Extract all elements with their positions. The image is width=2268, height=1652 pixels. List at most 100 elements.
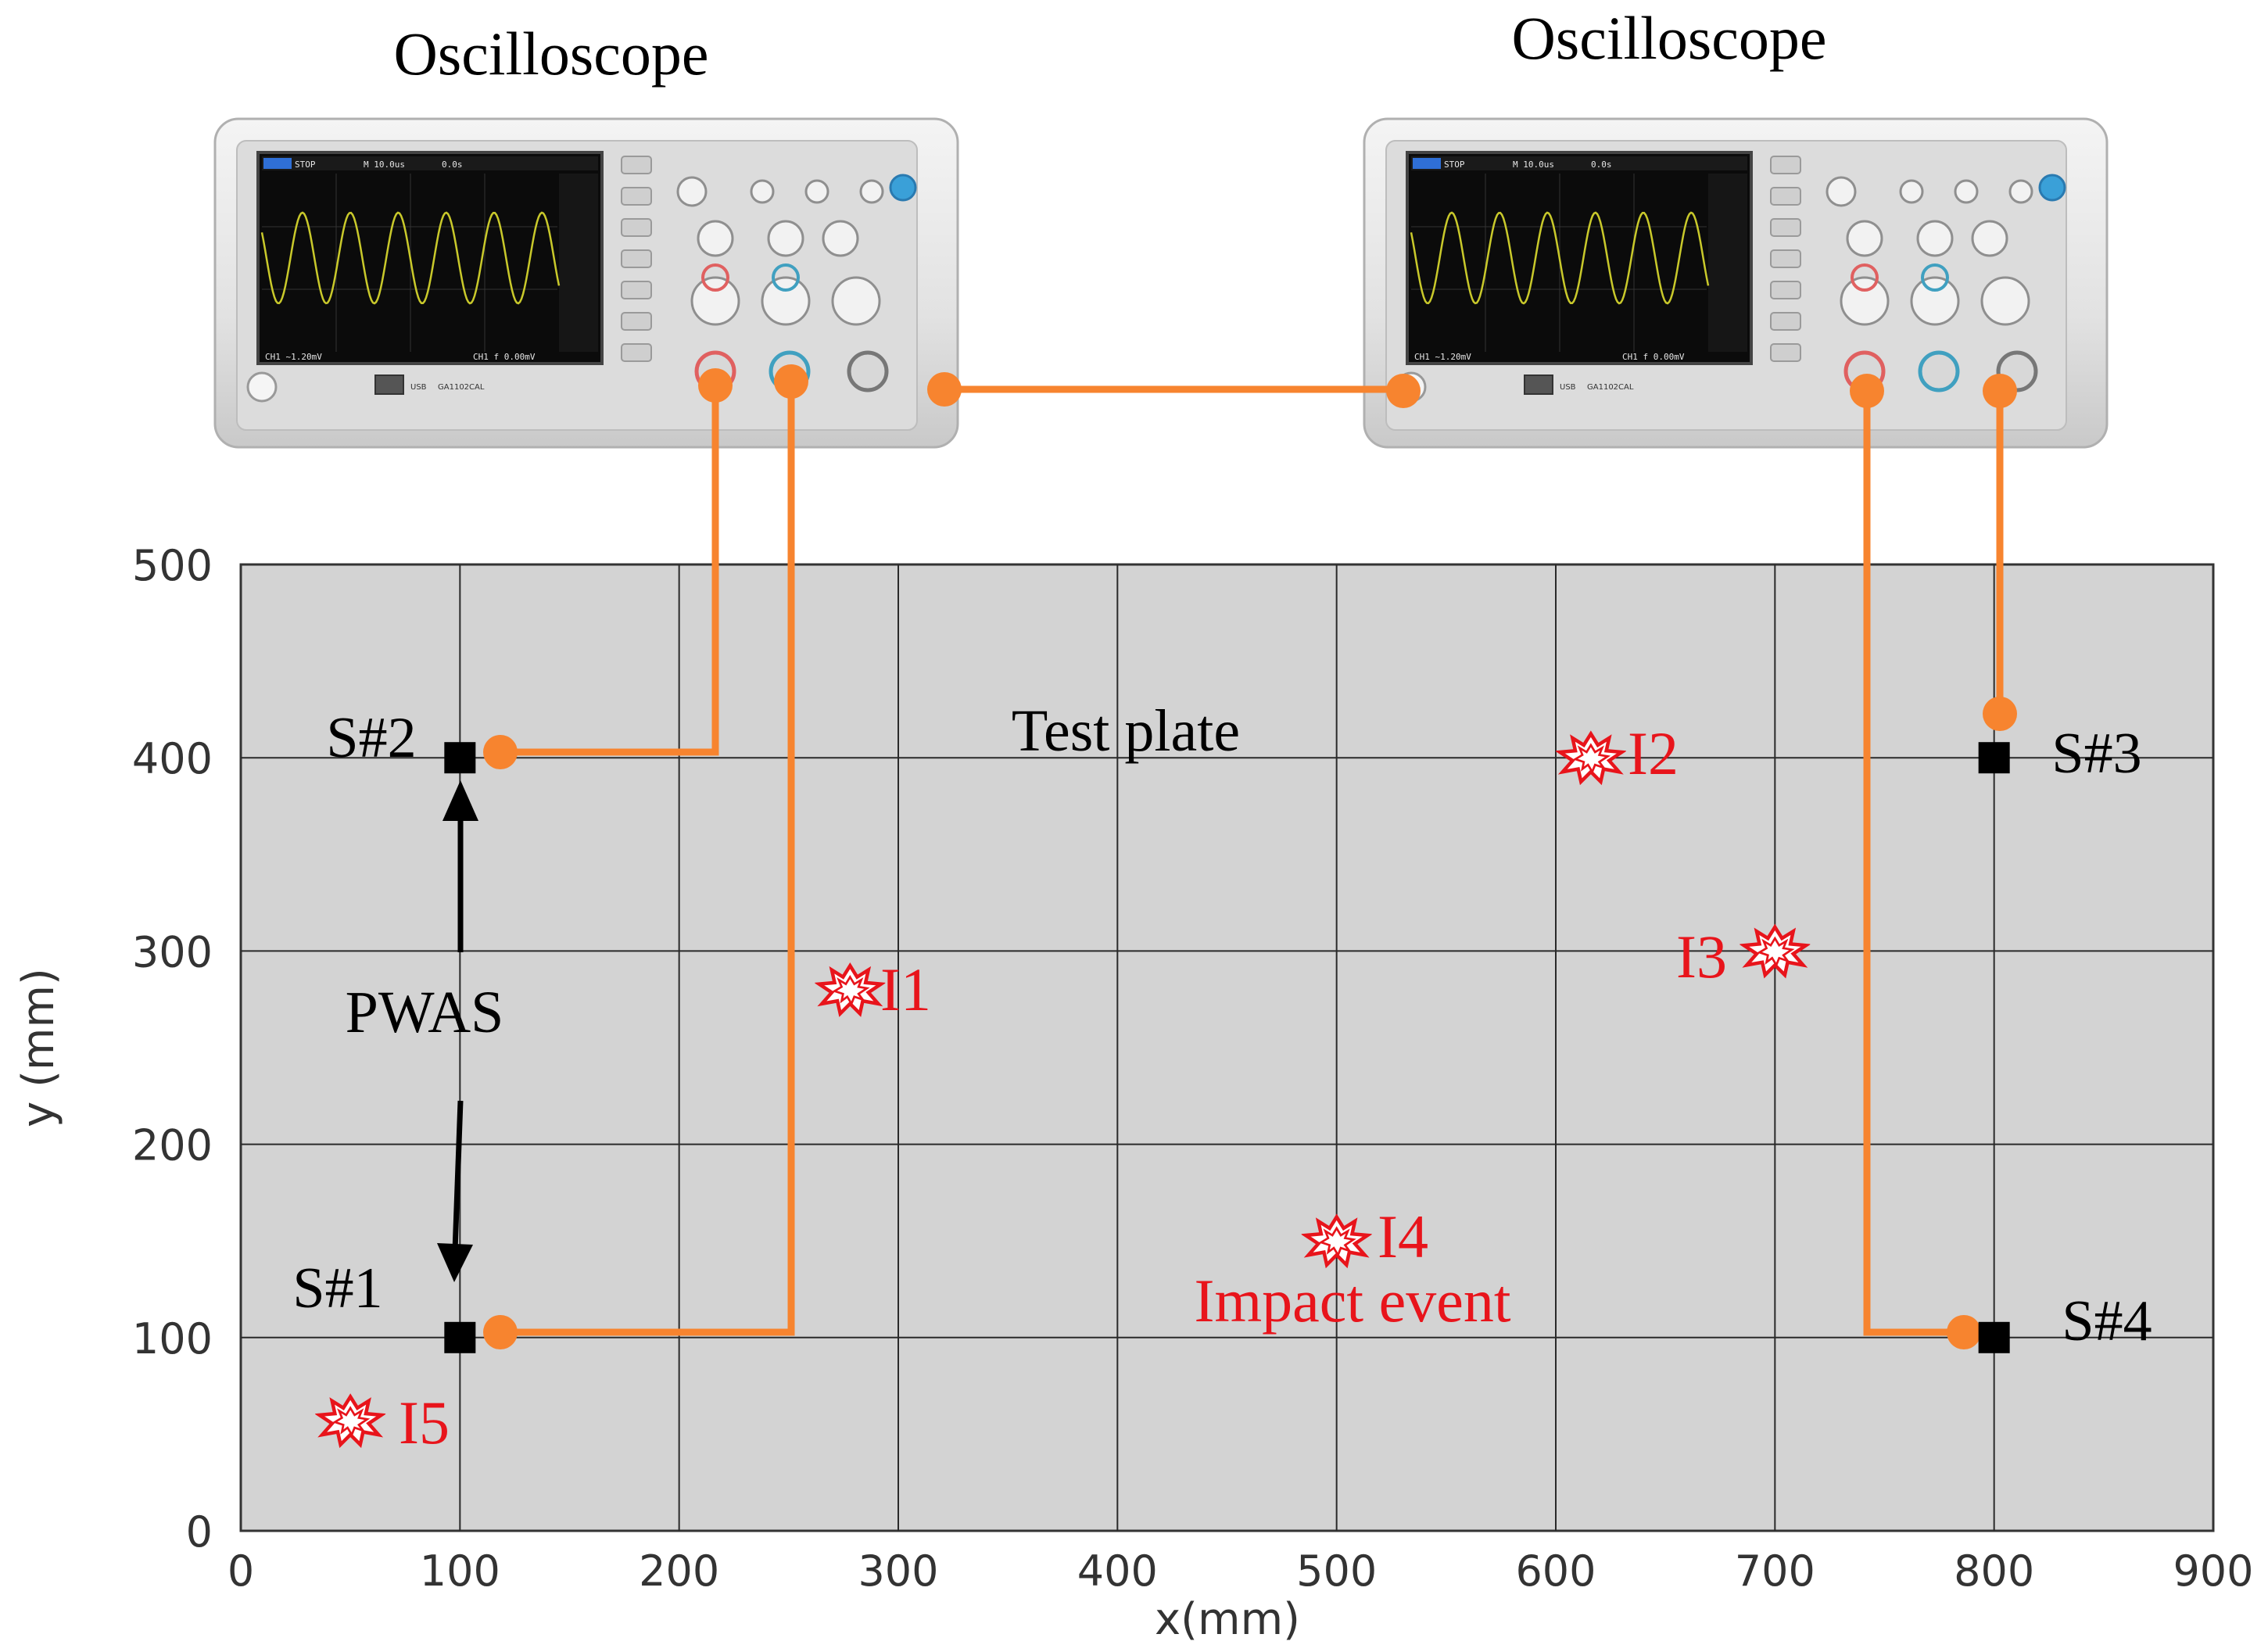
x-tick-label: 0 xyxy=(228,1546,254,1596)
y-tick-label: 0 xyxy=(186,1507,213,1557)
impact-label-i5: I5 xyxy=(399,1389,450,1457)
test-plate-plot: 0 100 200 300 400 500 600 700 800 900 0 100 200 300 4… xyxy=(13,541,2254,1645)
sensor-marker xyxy=(444,742,476,774)
waveform-trace xyxy=(1410,211,1710,305)
model-label: GA1102CAL xyxy=(438,383,485,392)
cable-dot-scope1-link xyxy=(927,372,962,407)
ext-trigger-port[interactable] xyxy=(847,350,889,392)
menu-buttons[interactable] xyxy=(621,156,652,362)
oscilloscope-right: STOP M 10.0us 0.0s CH1 ~1.20mV CH1 f 0.0… xyxy=(1363,117,2109,449)
scope-screen xyxy=(256,151,604,365)
pwas-label: PWAS xyxy=(346,980,504,1045)
cable-dot-scope1-ch2 xyxy=(774,364,808,399)
pwas-arrow-up-head xyxy=(442,780,478,821)
y-tick-label: 500 xyxy=(132,541,213,590)
screen-footer-left: CH1 ~1.20mV xyxy=(1414,352,1471,362)
screen-top-bar xyxy=(262,156,598,170)
usb-port[interactable] xyxy=(1524,374,1553,395)
scope-screen xyxy=(1406,151,1753,365)
plate-background xyxy=(239,563,2215,1532)
x-tick-label: 800 xyxy=(1954,1546,2034,1596)
oscilloscope-left-title: Oscilloscope xyxy=(394,20,709,88)
red-knob-ring xyxy=(701,263,729,292)
screen-footer-right: CH1 f 0.00mV xyxy=(1622,352,1685,362)
run-stop-button[interactable] xyxy=(2038,174,2066,202)
status-label: STOP xyxy=(1444,159,1465,170)
timebase-label: M 10.0us xyxy=(364,159,405,170)
control-knobs[interactable] xyxy=(1826,176,2033,326)
screen-grid xyxy=(262,174,557,352)
sensor-marker xyxy=(1978,1321,2010,1353)
offset-label: 0.0s xyxy=(442,159,463,170)
y-tick-label: 200 xyxy=(132,1121,213,1170)
cable-s2-to-scope1-ch1 xyxy=(500,385,719,756)
cable-dot-scope1-ch1 xyxy=(698,368,733,403)
run-stop-button[interactable] xyxy=(889,174,917,202)
x-tick-label: 500 xyxy=(1296,1546,1377,1596)
impact-label-i1: I1 xyxy=(880,955,931,1023)
red-knob-ring xyxy=(1851,263,1879,292)
usb-label: USB xyxy=(410,383,427,392)
model-label: GA1102CAL xyxy=(1587,383,1634,392)
x-tick-label: 600 xyxy=(1515,1546,1596,1596)
power-button[interactable] xyxy=(246,371,278,403)
x-tick-labels: 0 100 200 300 400 500 600 700 800 900 xyxy=(228,1546,2254,1596)
pwas-arrow-down-shaft xyxy=(452,1100,464,1252)
sensors xyxy=(444,742,2010,1353)
impact-event-label: Impact event xyxy=(1195,1267,1511,1335)
cable-dot-s3 xyxy=(1983,697,2017,731)
y-tick-label: 400 xyxy=(132,734,213,783)
blue-knob-ring xyxy=(772,263,800,292)
sensor-label-s4: S#4 xyxy=(2062,1289,2152,1353)
y-tick-label: 100 xyxy=(132,1314,213,1364)
plate-title: Test plate xyxy=(1012,698,1240,764)
sensor-marker xyxy=(444,1321,476,1353)
cable-dot-s2 xyxy=(483,735,518,769)
cable-s4-to-scope2-ch1 xyxy=(1863,391,1964,1336)
cable-dot-scope2-ch2 xyxy=(1983,374,2017,408)
x-tick-label: 200 xyxy=(639,1546,719,1596)
screen-menu xyxy=(559,174,598,352)
cable-dot-scope2-ch1 xyxy=(1850,374,1884,408)
pwas-arrow-down-head xyxy=(437,1243,473,1282)
usb-label: USB xyxy=(1560,383,1576,392)
y-axis-title: y (mm) xyxy=(13,968,64,1127)
screen-footer-left: CH1 ~1.20mV xyxy=(265,352,322,362)
ch2-input-port[interactable] xyxy=(1918,350,1960,392)
status-label: STOP xyxy=(295,159,316,170)
x-axis-title: x(mm) xyxy=(1155,1594,1300,1645)
sensor-marker xyxy=(1978,742,2010,774)
screen-footer-right: CH1 f 0.00mV xyxy=(473,352,536,362)
control-knobs[interactable] xyxy=(676,176,884,326)
impact-label-i2: I2 xyxy=(1628,719,1679,787)
impact-label-i3: I3 xyxy=(1676,923,1727,991)
status-badge xyxy=(263,158,292,169)
oscilloscope-left: STOP M 10.0us 0.0s CH1 ~1.20mV CH1 f 0.0… xyxy=(213,117,959,449)
oscilloscope-right-title: Oscilloscope xyxy=(1512,4,1827,72)
screen-menu xyxy=(1708,174,1747,352)
usb-port[interactable] xyxy=(374,374,404,395)
x-tick-label: 300 xyxy=(858,1546,938,1596)
menu-buttons[interactable] xyxy=(1770,156,1801,362)
sensor-label-s1: S#1 xyxy=(292,1256,382,1321)
x-tick-label: 400 xyxy=(1077,1546,1158,1596)
timebase-label: M 10.0us xyxy=(1513,159,1554,170)
grid-lines xyxy=(241,564,2213,1531)
x-tick-label: 700 xyxy=(1735,1546,1815,1596)
cable-dot-s1 xyxy=(483,1315,518,1349)
y-tick-labels: 0 100 200 300 400 500 xyxy=(132,541,213,1557)
impact-label-i4: I4 xyxy=(1378,1202,1428,1270)
pwas-arrows xyxy=(437,780,478,1282)
cable-endpoints xyxy=(483,364,2017,1349)
screen-top-bar xyxy=(1411,156,1747,170)
blue-knob-ring xyxy=(1921,263,1949,292)
cable-s1-to-scope1-ch2 xyxy=(500,385,795,1336)
cable-dot-scope2-link xyxy=(1386,374,1421,408)
offset-label: 0.0s xyxy=(1591,159,1612,170)
cables xyxy=(500,385,2004,1336)
status-badge xyxy=(1413,158,1441,169)
waveform-trace xyxy=(260,211,561,305)
x-tick-label: 100 xyxy=(420,1546,500,1596)
x-tick-label: 900 xyxy=(2173,1546,2253,1596)
